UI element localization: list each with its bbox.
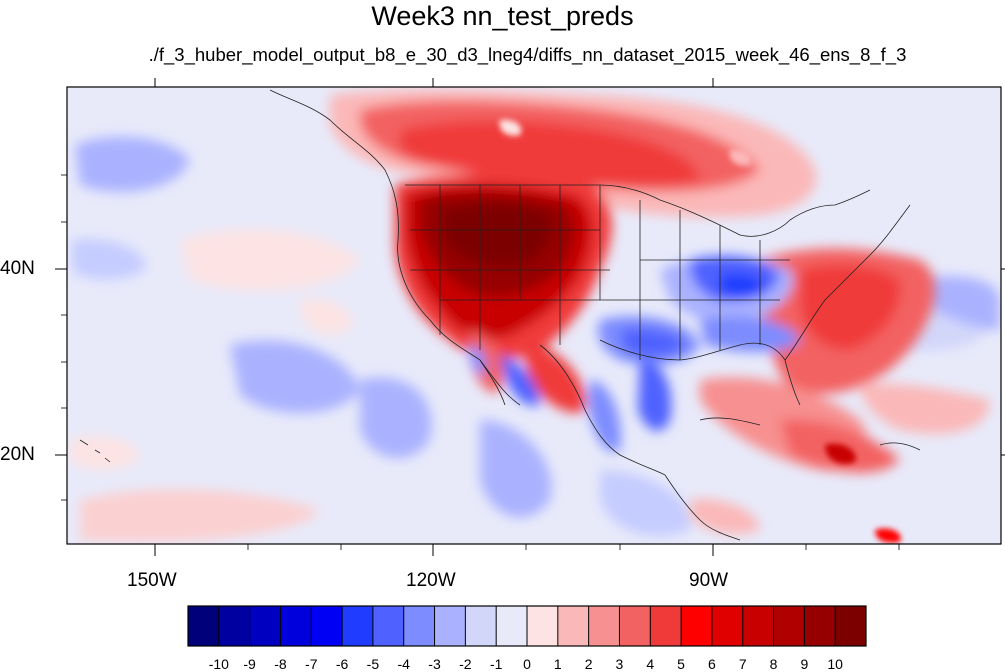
- colorbar-tick-label: 9: [800, 656, 809, 672]
- axis-ticks: [55, 78, 1005, 556]
- lat-label-40n: 40N: [0, 258, 35, 279]
- colorbar-box: [804, 606, 836, 646]
- colorbar-tick-label: 0: [523, 656, 531, 672]
- colorbar-box: [527, 606, 559, 646]
- colorbar-tick-label: -5: [366, 656, 380, 672]
- colorbar-box: [218, 606, 251, 646]
- colorbar-box: [188, 606, 220, 646]
- colorbar-box: [742, 606, 775, 646]
- colorbar-tick-label: 3: [615, 656, 624, 672]
- colorbar-box: [619, 606, 651, 646]
- colorbar-box: [773, 606, 805, 646]
- colorbar-box: [588, 606, 620, 646]
- colorbar-tick-label: 5: [677, 656, 685, 672]
- plot-subtitle: ./f_3_huber_model_output_b8_e_30_d3_lneg…: [148, 44, 907, 65]
- colorbar-tick-label: -4: [397, 656, 410, 672]
- colorbar-box: [372, 606, 405, 646]
- colorbar-box: [835, 606, 867, 646]
- colorbar-tick-label: -2: [459, 656, 472, 672]
- colorbar-tick-label: -9: [243, 656, 256, 672]
- plot-title: Week3 nn_test_preds: [371, 1, 634, 31]
- map-field: [67, 87, 1001, 544]
- colorbar-tick-label: -7: [305, 656, 318, 672]
- colorbar-tick-label: -8: [274, 656, 287, 672]
- lon-label-150w: 150W: [127, 570, 177, 591]
- map-frame: [66, 86, 1002, 545]
- colorbar-box: [465, 606, 497, 646]
- colorbar-tick-label: -3: [428, 656, 441, 672]
- colorbar-frame: [187, 605, 867, 647]
- lon-label-90w: 90W: [689, 570, 729, 591]
- colorbar-box: [711, 606, 744, 646]
- colorbar-tick-label: 6: [708, 656, 716, 672]
- colorbar-box: [249, 606, 281, 646]
- colorbar-tick-label: 7: [738, 656, 747, 672]
- colorbar-tick-label: -1: [489, 656, 503, 672]
- colorbar-tick-label: 10: [827, 656, 843, 672]
- colorbar-tick-label: 2: [584, 656, 593, 672]
- colorbar-box: [496, 606, 528, 646]
- colorbar-box: [557, 606, 590, 646]
- colorbar-box: [342, 606, 374, 646]
- lon-label-120w: 120W: [406, 570, 456, 591]
- colorbar-box: [311, 606, 343, 646]
- colorbar-tick-label: -10: [208, 656, 229, 672]
- colorbar-tick-label: 8: [769, 656, 778, 672]
- lat-label-20n: 20N: [0, 444, 35, 465]
- colorbar-tick-label: -6: [335, 656, 349, 672]
- colorbar-tick-label: 4: [646, 656, 655, 672]
- colorbar-tick-label: 1: [553, 656, 562, 672]
- colorbar: [187, 605, 867, 647]
- colorbar-box: [403, 606, 436, 646]
- colorbar-box: [650, 606, 682, 646]
- colorbar-box: [280, 606, 312, 646]
- colorbar-box: [681, 606, 713, 646]
- colorbar-box: [434, 606, 466, 646]
